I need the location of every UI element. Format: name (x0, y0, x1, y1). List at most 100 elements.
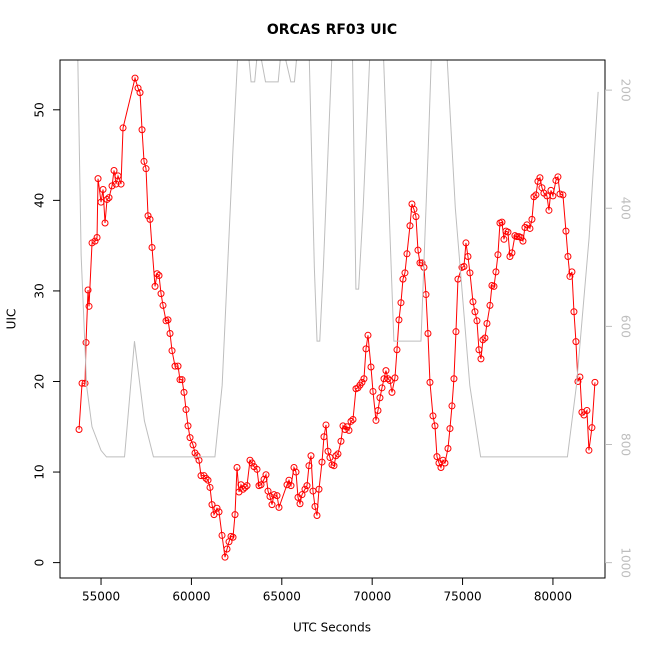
point (99, 186, 107, 193)
point (309, 487, 317, 495)
point (554, 173, 562, 181)
point (349, 416, 357, 424)
x-tick-label: 70000 (353, 590, 391, 604)
point (174, 362, 182, 370)
point (138, 126, 146, 134)
point (231, 511, 239, 519)
point (536, 174, 544, 182)
point (462, 239, 470, 247)
point (378, 384, 386, 392)
point (549, 192, 557, 200)
point (471, 308, 479, 316)
point (140, 157, 148, 165)
point (178, 376, 186, 384)
point (433, 453, 441, 461)
point (193, 452, 201, 460)
point (369, 387, 377, 395)
point (218, 531, 226, 539)
point (403, 250, 411, 258)
point (332, 452, 340, 460)
point (206, 483, 214, 491)
point (243, 482, 251, 490)
point (93, 233, 101, 241)
point (134, 84, 142, 92)
point (414, 246, 422, 254)
point (395, 316, 403, 324)
x-tick-label: 55000 (82, 590, 120, 604)
point (448, 402, 456, 410)
point (372, 416, 380, 424)
point (180, 388, 188, 396)
point (101, 219, 109, 227)
y2-tick-label: 200 (619, 79, 633, 102)
point (241, 483, 249, 491)
point (494, 251, 502, 259)
point (159, 301, 167, 309)
point (477, 355, 485, 363)
point (418, 259, 426, 267)
point (591, 378, 599, 386)
point (374, 406, 382, 414)
point (213, 504, 221, 512)
point (399, 275, 407, 283)
point (446, 425, 454, 433)
point (182, 406, 190, 414)
point (303, 482, 311, 490)
point (367, 363, 375, 371)
point (97, 198, 105, 206)
point (506, 253, 514, 261)
x-tick-label: 80000 (534, 590, 572, 604)
point (437, 464, 445, 472)
point (469, 298, 477, 306)
point (315, 485, 323, 493)
point (568, 268, 576, 276)
point (406, 222, 414, 230)
point (248, 459, 256, 467)
point (391, 374, 399, 382)
point (326, 454, 334, 462)
y-tick-label: 20 (33, 374, 47, 389)
point (85, 302, 93, 310)
y-tick-label: 0 (33, 559, 47, 567)
point (186, 434, 194, 442)
point (416, 259, 424, 267)
point (78, 379, 86, 387)
point (324, 447, 332, 455)
point (108, 182, 116, 190)
point (110, 166, 118, 174)
point (148, 243, 156, 251)
point (508, 249, 516, 257)
point (564, 253, 572, 261)
point (376, 394, 384, 402)
point (114, 172, 122, 180)
point (270, 491, 278, 499)
point (112, 180, 120, 188)
point (266, 492, 274, 500)
point (588, 424, 596, 432)
point (339, 422, 347, 430)
point (204, 476, 212, 484)
point (401, 269, 409, 277)
point (380, 375, 388, 383)
point (585, 446, 593, 454)
y-tick-label: 40 (33, 193, 47, 208)
point (330, 462, 338, 470)
point (431, 422, 439, 430)
point (358, 378, 366, 386)
point (464, 253, 472, 261)
point (410, 205, 418, 213)
y2-tick-label: 400 (619, 197, 633, 220)
point (275, 503, 283, 511)
x-tick-label: 60000 (172, 590, 210, 604)
point (345, 426, 353, 434)
point (382, 367, 390, 375)
point (452, 328, 460, 336)
x-tick-label: 65000 (263, 590, 301, 604)
point (318, 458, 326, 466)
point (202, 474, 210, 482)
point (290, 464, 298, 472)
point (545, 206, 553, 214)
point (215, 508, 223, 516)
point (530, 193, 538, 201)
